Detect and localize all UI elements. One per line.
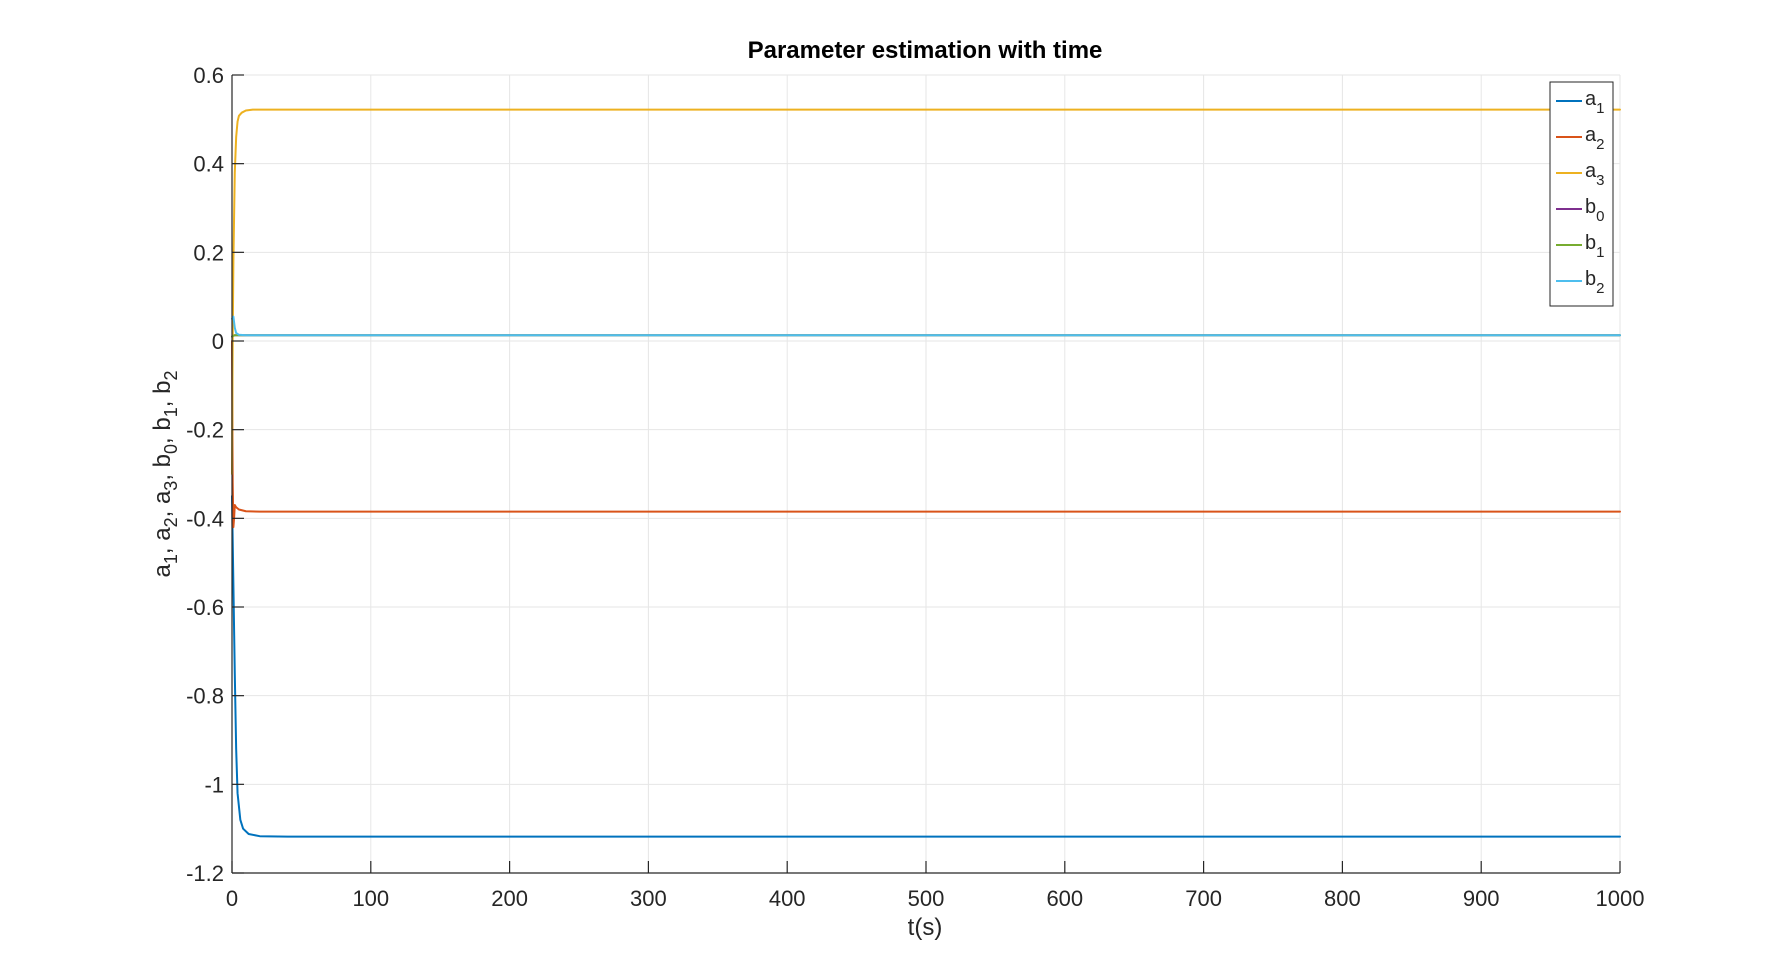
- legend-label-a2: a2: [1585, 124, 1604, 153]
- legend-label-a1: a1: [1585, 88, 1604, 117]
- series-line-a1: [231, 495, 1621, 838]
- y-tick-label: 0.4: [193, 152, 224, 177]
- y-tick-label: -0.4: [186, 506, 224, 531]
- series-line-a2: [231, 340, 1621, 529]
- y-axis-title-sep: ,: [149, 467, 176, 480]
- x-tick-label: 1000: [1596, 886, 1645, 911]
- grid-layer: [231, 74, 1621, 874]
- legend-box: [1549, 81, 1614, 307]
- x-tick-label: 300: [630, 886, 667, 911]
- y-axis-title-sep: ,: [149, 394, 176, 407]
- y-axis-title-part: a: [149, 563, 176, 577]
- y-axis-title: a1, a2, a3, b0, b1, b2: [149, 371, 181, 578]
- y-tick-label: -0.8: [186, 684, 224, 709]
- x-tick-label: 200: [491, 886, 528, 911]
- x-tick-label: 0: [226, 886, 238, 911]
- y-tick-label: 0.2: [193, 240, 224, 265]
- x-axis-title: t(s): [908, 914, 943, 941]
- y-axis-title-sub: 0: [161, 444, 181, 454]
- legend-label-a3: a3: [1585, 160, 1604, 189]
- series-line-b2: [231, 315, 1621, 337]
- x-tick-label: 100: [352, 886, 389, 911]
- axes-layer: 0 100 200 300 400 500 600 700 800 900 1000 0.6 0.4 0.…: [186, 63, 1644, 911]
- legend-label-b2: b2: [1585, 268, 1604, 297]
- x-tick-label: 800: [1324, 886, 1361, 911]
- x-tick-label: 400: [769, 886, 806, 911]
- legend-label-b1: b1: [1585, 232, 1604, 261]
- y-tick-label: 0.6: [193, 63, 224, 88]
- y-axis-title-part: b: [149, 381, 176, 394]
- y-axis-title-part: a: [149, 490, 176, 504]
- y-axis-title-sub: 2: [161, 517, 181, 527]
- y-tick-label: 0: [212, 329, 224, 354]
- labels-layer: Parameter estimation with time t(s) a1, …: [149, 37, 1102, 941]
- y-axis-title-part: b: [149, 417, 176, 430]
- series-line-a3: [231, 108, 1621, 475]
- y-axis-title-part: b: [149, 454, 176, 467]
- y-axis-title-sep: ,: [149, 431, 176, 444]
- y-axis-title-sub: 2: [161, 371, 181, 381]
- y-tick-label: -1: [204, 772, 224, 797]
- y-axis-title-sub: 3: [161, 481, 181, 491]
- legend-label-b0: b0: [1585, 196, 1604, 225]
- y-tick-label: -1.2: [186, 861, 224, 886]
- x-tick-label: 500: [908, 886, 945, 911]
- chart-title: Parameter estimation with time: [748, 37, 1103, 64]
- y-axis-title-sub: 1: [161, 407, 181, 417]
- y-tick-label: -0.6: [186, 595, 224, 620]
- series-layer: [231, 108, 1621, 838]
- x-tick-label: 700: [1185, 886, 1222, 911]
- legend: a1 a2 a3 b0 b1 b2: [1549, 81, 1614, 307]
- y-tick-label: -0.2: [186, 418, 224, 443]
- y-axis-title-sub: 1: [161, 554, 181, 564]
- y-axis-title-sep: ,: [149, 504, 176, 517]
- y-axis-title-sep: ,: [149, 541, 176, 554]
- y-axis-title-part: a: [149, 527, 176, 541]
- x-tick-label: 600: [1046, 886, 1083, 911]
- x-tick-label: 900: [1463, 886, 1500, 911]
